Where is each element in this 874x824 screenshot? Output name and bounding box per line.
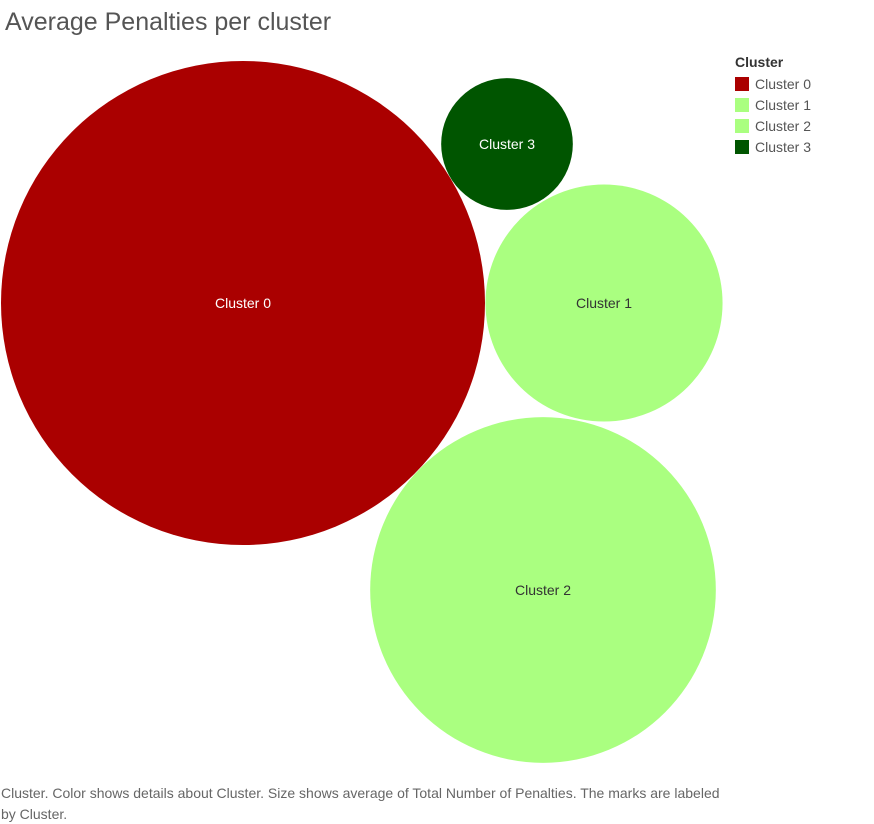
bubble-label-cluster-3: Cluster 3 — [479, 136, 535, 152]
bubble-cluster-0[interactable] — [1, 61, 485, 545]
legend-label: Cluster 1 — [755, 96, 812, 113]
bubble-cluster-2[interactable] — [370, 417, 716, 763]
bubble-label-cluster-1: Cluster 1 — [576, 295, 632, 311]
chart-caption: Cluster. Color shows details about Clust… — [1, 785, 720, 822]
bubble-cluster-1[interactable] — [485, 184, 723, 422]
legend-swatch — [735, 139, 749, 154]
legend-label: Cluster 0 — [755, 75, 812, 92]
legend: Cluster Cluster 0 Cluster 1 Cluster 2 Cl… — [735, 54, 865, 157]
legend-swatch — [735, 97, 749, 112]
legend-swatch — [735, 118, 749, 133]
bubble-label-cluster-2: Cluster 2 — [515, 582, 571, 598]
legend-label: Cluster 2 — [755, 117, 812, 134]
legend-swatch — [735, 76, 749, 91]
legend-label: Cluster 3 — [755, 138, 812, 155]
legend-item-cluster-2[interactable]: Cluster 2 — [735, 115, 865, 136]
bubble-cluster-3[interactable] — [441, 78, 573, 210]
bubble-label-cluster-0: Cluster 0 — [215, 295, 271, 311]
chart-title: Average Penalties per cluster — [5, 8, 332, 36]
legend-item-cluster-1[interactable]: Cluster 1 — [735, 94, 865, 115]
legend-item-cluster-0[interactable]: Cluster 0 — [735, 73, 865, 94]
legend-title: Cluster — [735, 54, 784, 70]
legend-item-cluster-3[interactable]: Cluster 3 — [735, 136, 865, 157]
